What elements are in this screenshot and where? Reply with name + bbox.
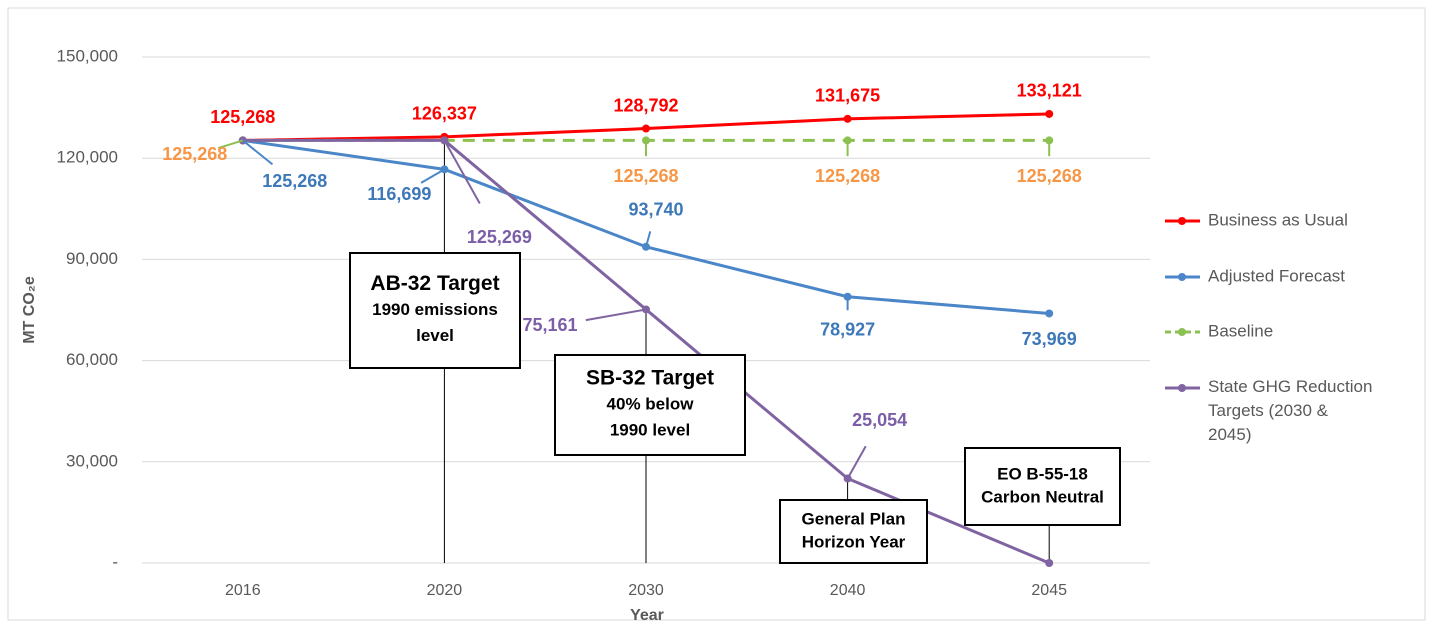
- data-label: 25,054: [852, 410, 907, 430]
- legend-marker: [1178, 384, 1186, 392]
- chart-frame: [7, 7, 1426, 621]
- annotation-text: level: [416, 326, 454, 345]
- annotation-text: 1990 emissions: [372, 300, 498, 319]
- y-tick-label: -: [112, 552, 118, 571]
- data-label: 125,269: [467, 227, 532, 247]
- annotation-text: 1990 level: [610, 420, 690, 439]
- annotation-text: Horizon Year: [802, 532, 906, 551]
- label-leader: [846, 445, 867, 479]
- annotation-box: [349, 252, 521, 369]
- data-point: [1045, 559, 1054, 567]
- data-label: 125,268: [210, 107, 275, 127]
- y-tick-label: 90,000: [66, 249, 118, 268]
- label-leader: [242, 139, 274, 166]
- label-leader: [217, 139, 244, 150]
- annotation-box: [779, 499, 928, 564]
- data-label: 126,337: [412, 104, 477, 124]
- legend-marker: [1178, 217, 1186, 225]
- legend-label: Business as Usual: [1208, 210, 1348, 229]
- data-point: [1045, 109, 1054, 118]
- annotation-title: SB-32 Target: [586, 367, 714, 390]
- data-label: 133,121: [1017, 81, 1082, 101]
- annotation-box: [554, 354, 746, 456]
- legend-label: Baseline: [1208, 321, 1273, 340]
- legend-label-line: State GHG Reduction: [1208, 377, 1372, 396]
- legend-marker: [1178, 273, 1186, 281]
- legend-marker: [1178, 328, 1186, 336]
- annotation-title: AB-32 Target: [370, 272, 499, 295]
- x-tick-label: 2045: [1031, 582, 1067, 599]
- label-leader: [420, 168, 445, 184]
- data-point: [1045, 309, 1054, 318]
- annotation-box: [964, 447, 1121, 526]
- y-tick-label: 60,000: [66, 350, 118, 369]
- data-label: 78,927: [820, 320, 875, 340]
- x-tick-label: 2020: [427, 582, 463, 599]
- annotation-title: General Plan: [802, 509, 906, 528]
- x-axis-label: Year: [630, 607, 664, 624]
- data-label: 131,675: [815, 86, 880, 106]
- data-label: 125,268: [1017, 166, 1082, 186]
- data-label: 125,268: [262, 171, 327, 191]
- data-label: 125,268: [613, 166, 678, 186]
- data-label: 116,699: [367, 184, 431, 204]
- legend-label-line: Targets (2030 &: [1208, 401, 1329, 420]
- data-label: 93,740: [628, 200, 683, 220]
- data-point: [843, 114, 852, 123]
- legend-label: Adjusted Forecast: [1208, 266, 1345, 285]
- x-tick-label: 2016: [225, 582, 261, 599]
- data-label: 73,969: [1022, 329, 1077, 349]
- data-label: 125,268: [815, 166, 880, 186]
- y-axis-label: MT CO₂e: [21, 276, 38, 344]
- y-tick-label: 30,000: [66, 451, 118, 470]
- annotation-text: 40% below: [607, 394, 695, 413]
- data-label: 125,268: [162, 144, 227, 164]
- data-label: 128,792: [613, 95, 678, 115]
- legend-label: State GHG Reduction Targets (2030 & 2045): [1208, 377, 1372, 444]
- legend-label-line: 2045): [1208, 425, 1251, 444]
- x-tick-label: 2030: [628, 582, 664, 599]
- label-leader: [585, 308, 647, 322]
- label-leader: [645, 231, 652, 248]
- y-tick-label: 120,000: [57, 148, 118, 167]
- x-tick-label: 2040: [830, 582, 866, 599]
- y-tick-label: 150,000: [57, 46, 118, 65]
- label-leader: [443, 139, 481, 204]
- data-point: [642, 124, 650, 133]
- data-label: 75,161: [522, 315, 577, 335]
- annotation-title: EO B-55-18: [997, 464, 1088, 483]
- annotation-text: Carbon Neutral: [981, 487, 1104, 506]
